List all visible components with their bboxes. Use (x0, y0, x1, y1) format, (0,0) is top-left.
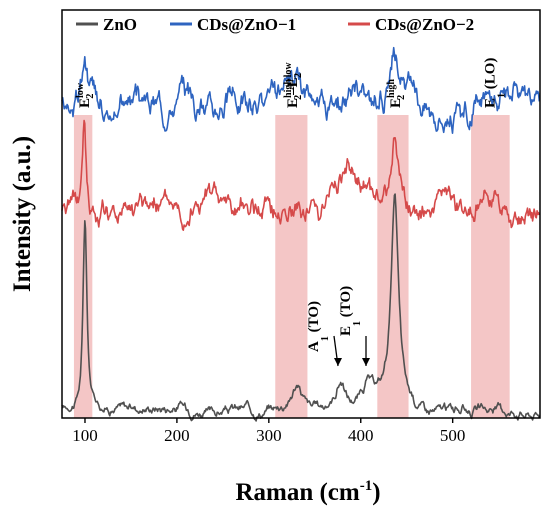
mode-label-4: E1 (LO) (482, 58, 507, 108)
mode-label-2: Ehigh2–Elow2 (283, 62, 304, 108)
x-tick-label: 500 (440, 426, 466, 445)
series-line-1 (61, 193, 541, 422)
arrow-label-2: E1 (TO) (338, 286, 363, 336)
y-axis-label: Intensity (a.u.) (9, 136, 36, 292)
x-axis-label-close: ) (372, 479, 380, 506)
legend-label-3: CDs@ZnO−2 (375, 15, 474, 34)
mode-label-3: Ehigh2 (386, 79, 407, 108)
series-line-2 (61, 46, 541, 134)
x-tick-label: 400 (348, 426, 374, 445)
x-axis-label: Raman (cm-1) (235, 478, 380, 506)
legend: ZnO CDs@ZnO−1 CDs@ZnO−2 (76, 15, 474, 34)
x-tick-label: 200 (164, 426, 190, 445)
arrow-head-2 (362, 358, 370, 366)
x-axis-label-text: Raman (cm (235, 479, 359, 506)
plot-frame (61, 9, 541, 419)
highlight-band-3 (377, 115, 409, 418)
highlight-bands (73, 115, 510, 418)
series-line-3 (61, 119, 541, 231)
x-tick-label: 100 (72, 426, 98, 445)
arrow-head-1 (334, 358, 342, 366)
x-tick-label: 300 (256, 426, 282, 445)
legend-label-1: ZnO (103, 15, 137, 34)
highlight-band-4 (471, 115, 510, 418)
x-ticks: 100 200 300 400 500 (72, 418, 465, 445)
peak-annotations: Elow2 Ehigh2–Elow2 Ehigh2 E1 (LO) A1 (TO) E1 … (75, 58, 507, 367)
arrow-label-1: A1 (TO) (306, 301, 331, 352)
mode-label-1: Elow2 (75, 82, 96, 108)
highlight-band-2 (275, 115, 308, 418)
x-axis-label-exponent: -1 (360, 478, 373, 494)
series-lines (61, 46, 541, 422)
legend-label-2: CDs@ZnO−1 (197, 15, 296, 34)
